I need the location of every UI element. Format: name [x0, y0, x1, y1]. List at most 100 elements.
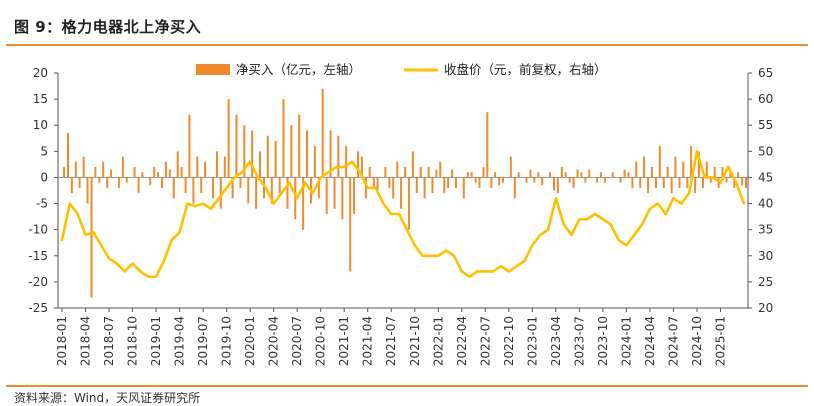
net-buy-bar	[411, 151, 414, 178]
x-tick-label: 2022-04	[455, 316, 469, 366]
close-price-line	[60, 150, 746, 278]
close-price-point	[499, 265, 503, 268]
net-buy-bar	[423, 177, 426, 199]
net-buy-bar	[329, 130, 332, 178]
right-tick-label: 65	[758, 66, 773, 80]
net-buy-bar	[360, 156, 363, 178]
net-buy-bar	[686, 177, 689, 188]
line-series	[60, 150, 746, 278]
net-buy-bar	[741, 177, 744, 186]
right-tick-label: 40	[758, 197, 773, 211]
net-buy-bar	[447, 177, 450, 188]
net-buy-bar	[541, 177, 544, 186]
close-price-point	[476, 270, 479, 273]
net-buy-bar	[247, 177, 250, 204]
close-price-point	[343, 165, 346, 169]
close-price-point	[107, 257, 111, 260]
net-buy-bar	[454, 177, 457, 188]
net-buy-bar	[376, 177, 379, 194]
net-buy-bar	[172, 177, 175, 199]
close-price-point	[311, 191, 315, 195]
net-buy-bar	[341, 177, 344, 220]
legend-bar-swatch	[196, 64, 230, 75]
net-buy-bar	[117, 177, 120, 188]
net-buy-bar	[400, 177, 403, 209]
x-tick-label: 2021-10	[408, 316, 422, 366]
net-buy-bar	[490, 177, 493, 188]
close-price-point	[727, 165, 730, 169]
x-tick-label: 2018-07	[102, 316, 116, 366]
net-buy-bar	[451, 169, 454, 178]
net-buy-bar	[427, 167, 430, 178]
close-price-point	[178, 231, 181, 234]
x-tick-label: 2018-01	[55, 316, 69, 366]
close-price-point	[288, 181, 291, 184]
close-price-point	[209, 207, 213, 210]
net-buy-bar	[388, 177, 391, 188]
net-buy-bar	[619, 177, 622, 183]
left-tick-label: -10	[28, 223, 48, 237]
x-tick-label: 2024-04	[643, 316, 657, 366]
close-price-point	[295, 197, 299, 200]
net-buy-bar	[90, 177, 93, 298]
close-price-point	[695, 150, 699, 153]
net-buy-bar	[149, 177, 152, 186]
close-price-point	[350, 160, 354, 163]
net-buy-bar	[78, 177, 81, 188]
x-tick-label: 2018-04	[79, 316, 93, 366]
close-price-point	[633, 233, 636, 237]
net-buy-bar	[306, 130, 309, 178]
x-tick-label: 2024-07	[666, 316, 680, 366]
net-buy-bar	[603, 177, 606, 183]
close-price-point	[625, 244, 628, 247]
right-tick-label: 60	[758, 92, 773, 106]
close-price-point	[617, 238, 620, 242]
legend: 净买入（亿元，左轴） 收盘价（元，前复权，右轴）	[196, 62, 607, 77]
right-tick-label: 50	[758, 144, 773, 158]
net-buy-bar	[74, 161, 77, 178]
x-tick-label: 2020-04	[267, 316, 281, 366]
net-buy-bar	[239, 177, 242, 188]
left-tick-label: -15	[28, 249, 48, 263]
net-buy-bar	[67, 133, 69, 178]
close-price-point	[366, 186, 369, 190]
right-tick-label: 30	[758, 249, 773, 263]
x-tick-label: 2020-01	[243, 316, 257, 366]
net-buy-bar	[431, 177, 434, 194]
net-buy-bar	[98, 177, 101, 183]
net-buy-bar	[298, 114, 301, 178]
x-tick-label: 2023-04	[549, 316, 563, 366]
net-buy-bar	[392, 177, 395, 199]
x-tick-label: 2023-01	[525, 316, 539, 366]
close-price-point	[335, 165, 338, 169]
close-price-point	[515, 265, 518, 268]
x-tick-label: 2022-01	[431, 316, 445, 366]
net-buy-bar	[572, 177, 575, 188]
net-buy-bar	[82, 156, 85, 178]
legend-bar-label: 净买入（亿元，左轴）	[236, 62, 361, 77]
close-price-point	[201, 202, 205, 205]
net-buy-bar	[180, 167, 183, 178]
net-buy-bar	[290, 125, 293, 178]
close-price-point	[303, 181, 307, 184]
net-buy-bar	[533, 177, 536, 183]
net-buy-bar	[368, 167, 371, 178]
close-price-point	[123, 270, 126, 273]
close-price-point	[147, 275, 150, 278]
close-price-point	[241, 171, 244, 174]
close-price-point	[491, 270, 495, 273]
close-price-point	[186, 202, 189, 205]
net-buy-bar	[270, 177, 273, 204]
net-buy-bar	[278, 177, 281, 194]
net-buy-bar	[404, 167, 407, 178]
close-price-point	[593, 212, 597, 216]
net-buy-bar	[325, 177, 328, 214]
x-tick-label: 2025-01	[713, 316, 727, 366]
net-buy-bar	[564, 172, 567, 178]
net-buy-bar	[321, 88, 324, 178]
net-buy-bar	[349, 177, 352, 272]
close-price-point	[640, 223, 644, 226]
left-tick-label: -5	[36, 197, 48, 211]
right-tick-label: 25	[758, 275, 773, 289]
net-buy-bar	[235, 114, 238, 178]
